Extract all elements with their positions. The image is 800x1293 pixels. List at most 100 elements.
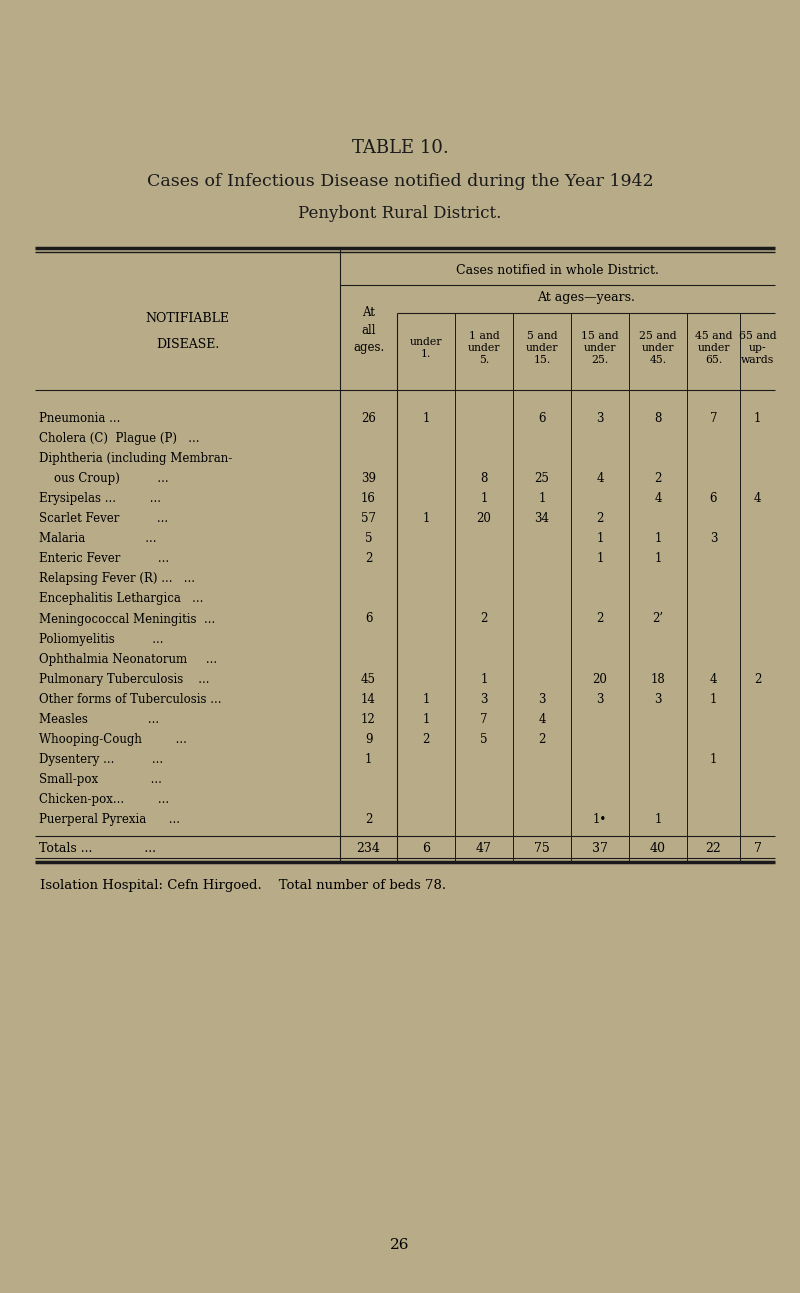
Text: Erysipelas ...         ...: Erysipelas ... ... bbox=[39, 491, 161, 506]
Text: 8: 8 bbox=[480, 472, 488, 485]
Text: Chicken-pox...         ...: Chicken-pox... ... bbox=[39, 794, 169, 807]
Text: 5: 5 bbox=[365, 533, 372, 546]
Text: Whooping-Cough         ...: Whooping-Cough ... bbox=[39, 733, 187, 746]
Text: 1: 1 bbox=[480, 491, 488, 506]
Text: Ophthalmia Neonatorum     ...: Ophthalmia Neonatorum ... bbox=[39, 653, 217, 666]
Text: 9: 9 bbox=[365, 733, 372, 746]
Text: 15 and
under
25.: 15 and under 25. bbox=[581, 331, 619, 366]
Text: Penybont Rural District.: Penybont Rural District. bbox=[298, 206, 502, 222]
Text: Pulmonary Tuberculosis    ...: Pulmonary Tuberculosis ... bbox=[39, 672, 210, 685]
Text: 14: 14 bbox=[361, 693, 376, 706]
Text: 1: 1 bbox=[596, 552, 604, 565]
Text: 7: 7 bbox=[480, 712, 488, 725]
Text: 4: 4 bbox=[754, 491, 762, 506]
Text: 75: 75 bbox=[534, 843, 550, 856]
Text: 1: 1 bbox=[754, 411, 761, 424]
Text: Encephalitis Lethargica   ...: Encephalitis Lethargica ... bbox=[39, 592, 203, 605]
Text: At
all
ages.: At all ages. bbox=[353, 306, 384, 353]
Text: 45 and
under
65.: 45 and under 65. bbox=[694, 331, 732, 366]
Text: 39: 39 bbox=[361, 472, 376, 485]
Text: 6: 6 bbox=[710, 491, 718, 506]
Text: 2: 2 bbox=[538, 733, 546, 746]
Text: Isolation Hospital: Cefn Hirgoed.    Total number of beds 78.: Isolation Hospital: Cefn Hirgoed. Total … bbox=[40, 879, 446, 892]
Text: Pneumonia ...: Pneumonia ... bbox=[39, 411, 120, 424]
Text: 47: 47 bbox=[476, 843, 492, 856]
Text: 16: 16 bbox=[361, 491, 376, 506]
Text: 1: 1 bbox=[654, 533, 662, 546]
Text: 3: 3 bbox=[480, 693, 488, 706]
Text: Diphtheria (including Membran-: Diphtheria (including Membran- bbox=[39, 451, 232, 464]
Text: 2: 2 bbox=[422, 733, 430, 746]
Text: 1: 1 bbox=[422, 712, 430, 725]
Text: 1•: 1• bbox=[593, 813, 607, 826]
Text: Cases notified in whole District.: Cases notified in whole District. bbox=[456, 264, 659, 277]
Text: 1: 1 bbox=[480, 672, 488, 685]
Text: 40: 40 bbox=[650, 843, 666, 856]
Text: Malaria                ...: Malaria ... bbox=[39, 533, 157, 546]
Text: 2: 2 bbox=[754, 672, 761, 685]
Text: 45: 45 bbox=[361, 672, 376, 685]
Text: 8: 8 bbox=[654, 411, 662, 424]
Text: 6: 6 bbox=[422, 843, 430, 856]
Text: Poliomyelitis          ...: Poliomyelitis ... bbox=[39, 632, 163, 645]
Text: 3: 3 bbox=[710, 533, 718, 546]
Text: 2: 2 bbox=[480, 613, 488, 626]
Text: Relapsing Fever (R) ...   ...: Relapsing Fever (R) ... ... bbox=[39, 573, 195, 586]
Text: 4: 4 bbox=[596, 472, 604, 485]
Text: 3: 3 bbox=[596, 411, 604, 424]
Text: 25: 25 bbox=[534, 472, 550, 485]
Text: Other forms of Tuberculosis ...: Other forms of Tuberculosis ... bbox=[39, 693, 222, 706]
Text: 2’: 2’ bbox=[653, 613, 663, 626]
Text: 25 and
under
45.: 25 and under 45. bbox=[639, 331, 677, 366]
Text: 5 and
under
15.: 5 and under 15. bbox=[526, 331, 558, 366]
Text: 3: 3 bbox=[654, 693, 662, 706]
Text: 5: 5 bbox=[480, 733, 488, 746]
Text: 1: 1 bbox=[538, 491, 546, 506]
Text: 2: 2 bbox=[654, 472, 662, 485]
Text: 26: 26 bbox=[390, 1237, 410, 1252]
Text: Measles                ...: Measles ... bbox=[39, 712, 159, 725]
Text: 4: 4 bbox=[710, 672, 718, 685]
Text: 1: 1 bbox=[365, 753, 372, 767]
Text: 1: 1 bbox=[710, 753, 717, 767]
Text: Cholera (C)  Plague (P)   ...: Cholera (C) Plague (P) ... bbox=[39, 432, 199, 445]
Text: 4: 4 bbox=[654, 491, 662, 506]
Text: Dysentery ...          ...: Dysentery ... ... bbox=[39, 753, 163, 767]
Text: 1: 1 bbox=[596, 533, 604, 546]
Text: ous Croup)          ...: ous Croup) ... bbox=[39, 472, 169, 485]
Text: 65 and
up-
wards: 65 and up- wards bbox=[738, 331, 776, 366]
Text: Totals ...             ...: Totals ... ... bbox=[39, 843, 156, 856]
Text: 34: 34 bbox=[534, 512, 550, 525]
Text: Cases of Infectious Disease notified during the Year 1942: Cases of Infectious Disease notified dur… bbox=[146, 173, 654, 190]
Text: 57: 57 bbox=[361, 512, 376, 525]
Text: TABLE 10.: TABLE 10. bbox=[352, 140, 448, 156]
Text: 4: 4 bbox=[538, 712, 546, 725]
Text: 1: 1 bbox=[422, 693, 430, 706]
Text: under
1.: under 1. bbox=[410, 336, 442, 359]
Text: DISEASE.: DISEASE. bbox=[156, 339, 219, 352]
Text: Small-pox              ...: Small-pox ... bbox=[39, 773, 162, 786]
Text: 7: 7 bbox=[754, 843, 762, 856]
Text: 2: 2 bbox=[596, 613, 604, 626]
Text: Puerperal Pyrexia      ...: Puerperal Pyrexia ... bbox=[39, 813, 180, 826]
Text: 1: 1 bbox=[654, 552, 662, 565]
Text: 1: 1 bbox=[422, 512, 430, 525]
Text: At ages—years.: At ages—years. bbox=[537, 291, 635, 304]
Text: 2: 2 bbox=[365, 813, 372, 826]
Text: 234: 234 bbox=[357, 843, 381, 856]
Text: 1 and
under
5.: 1 and under 5. bbox=[468, 331, 500, 366]
Text: 18: 18 bbox=[650, 672, 666, 685]
Text: 2: 2 bbox=[596, 512, 604, 525]
Text: 6: 6 bbox=[365, 613, 372, 626]
Text: 1: 1 bbox=[710, 693, 717, 706]
Text: 1: 1 bbox=[654, 813, 662, 826]
Text: NOTIFIABLE: NOTIFIABLE bbox=[146, 312, 230, 325]
Text: 6: 6 bbox=[538, 411, 546, 424]
Text: Scarlet Fever          ...: Scarlet Fever ... bbox=[39, 512, 168, 525]
Text: 37: 37 bbox=[592, 843, 608, 856]
Text: 20: 20 bbox=[593, 672, 607, 685]
Text: 3: 3 bbox=[538, 693, 546, 706]
Text: 3: 3 bbox=[596, 693, 604, 706]
Text: 20: 20 bbox=[477, 512, 491, 525]
Text: 12: 12 bbox=[361, 712, 376, 725]
